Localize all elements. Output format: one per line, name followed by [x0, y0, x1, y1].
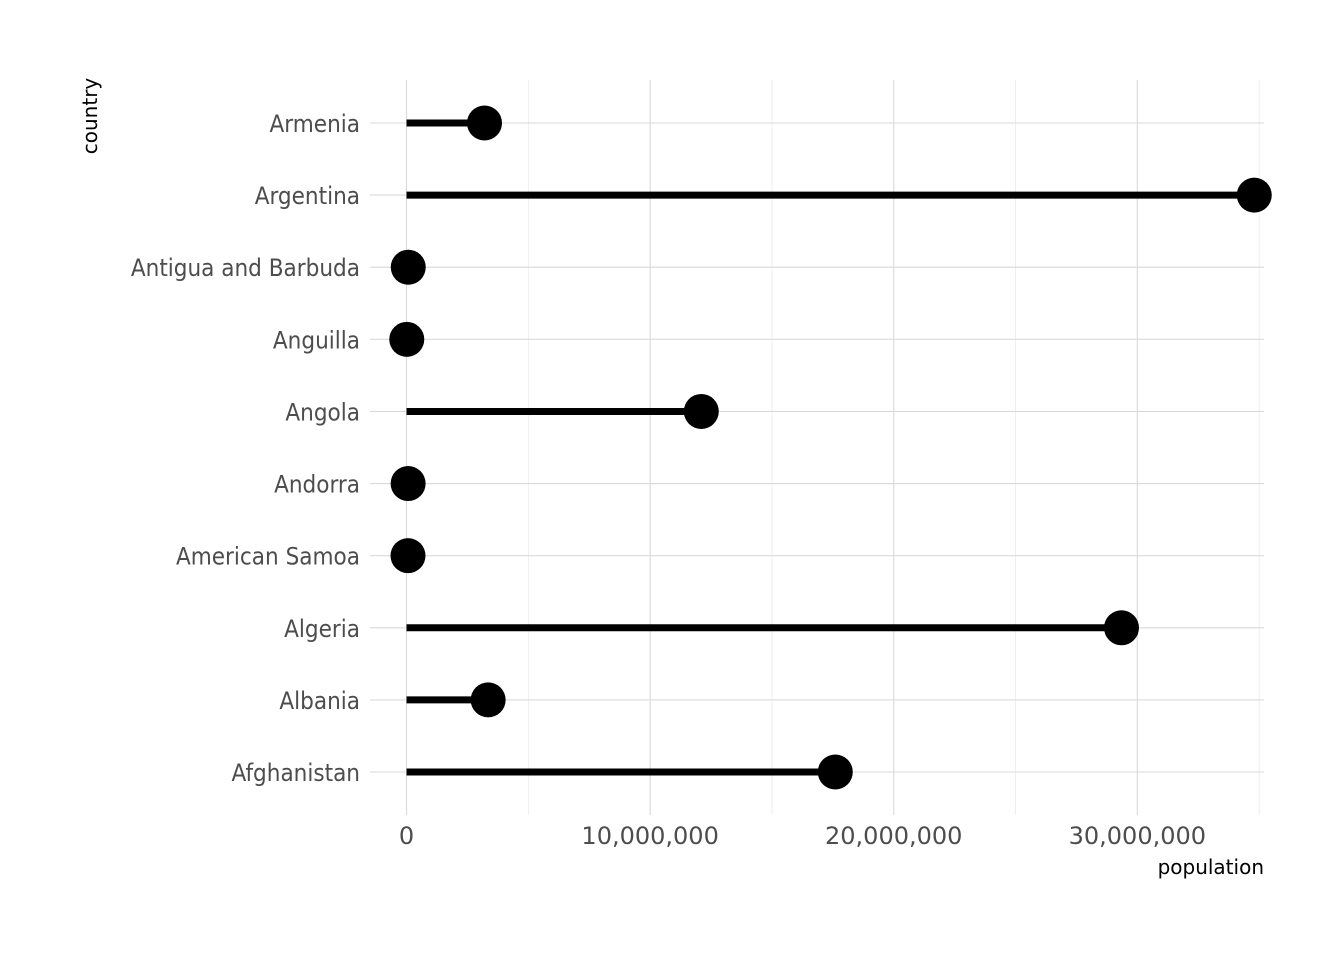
x-tick-label: 0	[399, 822, 414, 850]
lollipop-point	[1236, 177, 1272, 213]
x-axis-title: population	[1158, 855, 1264, 879]
y-tick-label: Anguilla	[273, 326, 360, 354]
marks-layer	[389, 105, 1272, 790]
lollipop-point	[390, 538, 426, 574]
y-tick-label: Albania	[279, 687, 360, 715]
x-tick-label: 30,000,000	[1069, 822, 1206, 850]
lollipop-point	[390, 466, 426, 502]
y-axis-title: country	[78, 78, 102, 155]
lollipop-point	[1103, 610, 1139, 646]
lollipop-point	[466, 105, 502, 141]
x-tick-label: 10,000,000	[581, 822, 718, 850]
y-tick-label: Armenia	[270, 110, 360, 138]
y-tick-label: Algeria	[284, 615, 360, 643]
y-tick-label: Afghanistan	[232, 759, 360, 787]
labels-layer: Afghanistan Albania Algeria American Samoa A…	[131, 110, 1206, 850]
lollipop-point	[817, 754, 853, 790]
y-tick-label: Angola	[285, 398, 360, 426]
lollipop-point	[390, 249, 426, 285]
y-tick-label: Andorra	[274, 471, 360, 499]
y-tick-label: American Samoa	[176, 543, 360, 571]
x-tick-label: 20,000,000	[825, 822, 962, 850]
lollipop-point	[470, 682, 506, 718]
y-tick-label: Antigua and Barbuda	[131, 254, 360, 282]
lollipop-point	[683, 393, 719, 429]
y-tick-label: Argentina	[255, 182, 360, 210]
lollipop-point	[389, 321, 425, 357]
